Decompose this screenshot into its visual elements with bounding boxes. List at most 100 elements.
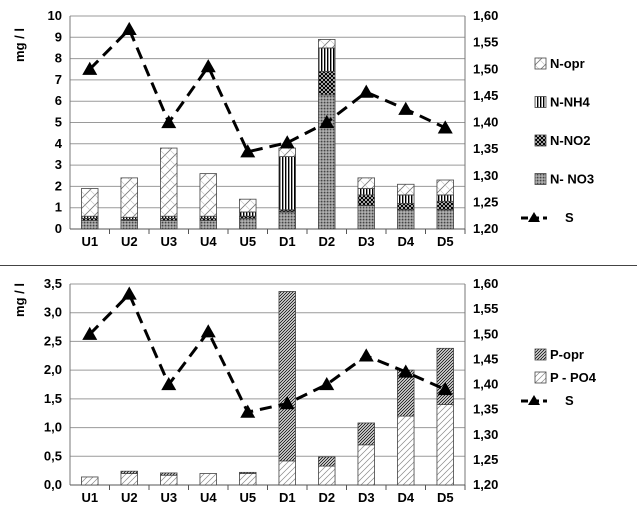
x-tick-label: D1 <box>279 490 296 505</box>
bar-segment-p-po4-d5 <box>436 404 454 486</box>
bar-segment-n-nh4-d3 <box>357 188 375 196</box>
y2-tick-label: 1,20 <box>473 477 498 492</box>
y2-tick-label: 1,55 <box>473 301 498 316</box>
bar-segment-p-po4-d4 <box>397 415 415 486</box>
y-tick-label: 3 <box>55 157 62 172</box>
bar-segment-n-opr-d5 <box>436 179 454 196</box>
y-tick-label: 5 <box>55 115 62 130</box>
y-tick-label: 0 <box>55 221 62 236</box>
y-tick-label: 10 <box>48 8 62 23</box>
x-tick-label: U1 <box>81 490 98 505</box>
legend: N-opr N-NH4 N-NO2 N- NO3 S <box>521 56 594 225</box>
marker-s-u3 <box>161 115 177 129</box>
bar-segment-p-opr-u3 <box>160 472 178 476</box>
marker-s-u2 <box>121 286 137 300</box>
y-tick-label: 8 <box>55 51 62 66</box>
marker-s-d1 <box>279 135 295 149</box>
y2-tick-label: 1,50 <box>473 326 498 341</box>
bar-segment-n-no3-u2 <box>120 220 138 230</box>
bar-segment-p-po4-u1 <box>81 476 99 486</box>
y-tick-label: 0,5 <box>44 448 62 463</box>
x-tick-label: D4 <box>397 490 414 505</box>
bar-segment-p-po4-u2 <box>120 473 138 486</box>
x-tick-label: D3 <box>358 490 375 505</box>
y-tick-label: 2,0 <box>44 362 62 377</box>
y-tick-label: 1,5 <box>44 391 62 406</box>
y2-tick-label: 1,45 <box>473 88 498 103</box>
bar-segment-p-opr-u2 <box>120 470 138 474</box>
x-tick-label: U4 <box>200 234 217 249</box>
bar-segment-n-opr-u3 <box>160 147 178 217</box>
legend-swatch <box>534 371 547 384</box>
legend-marker <box>528 395 540 405</box>
y2-tick-label: 1,60 <box>473 8 498 23</box>
series-line-s <box>88 291 446 414</box>
x-tick-label: U2 <box>121 234 138 249</box>
legend-label: N-opr <box>550 56 585 71</box>
legend-swatch <box>534 96 547 108</box>
legend-swatch <box>534 57 547 70</box>
series-line-s <box>88 26 446 154</box>
y-tick-label: 2 <box>55 178 62 193</box>
bar-segment-p-po4-d3 <box>357 444 375 486</box>
y2-tick-label: 1,60 <box>473 276 498 291</box>
bar-segment-n-no3-u1 <box>81 220 99 230</box>
marker-s-u1 <box>82 326 98 340</box>
x-tick-label: D3 <box>358 234 375 249</box>
y-tick-label: 4 <box>55 136 63 151</box>
bar-segment-p-po4-u3 <box>160 474 178 486</box>
bar-segment-n-opr-d1 <box>278 147 296 157</box>
marker-s-u4 <box>200 324 216 338</box>
marker-s-d5 <box>437 120 453 134</box>
bar-segment-p-opr-d1 <box>278 291 296 462</box>
y2-tick-label: 1,50 <box>473 61 498 76</box>
bar-segment-p-opr-d2 <box>318 456 336 467</box>
bar-segment-p-po4-d2 <box>318 465 336 486</box>
bar-segment-n-no3-d4 <box>397 209 415 230</box>
bar-segment-p-opr-d5 <box>436 347 454 406</box>
y-tick-label: 1,0 <box>44 420 62 435</box>
bar-segment-n-opr-d2 <box>318 39 336 49</box>
bar-segment-p-po4-u5 <box>239 473 257 486</box>
x-tick-label: U3 <box>160 490 177 505</box>
x-tick-label: D5 <box>437 234 454 249</box>
y2-tick-label: 1,40 <box>473 115 498 130</box>
bar-segment-n-no2-d4 <box>397 203 415 211</box>
bar-segment-n-opr-u1 <box>81 188 99 217</box>
bar-segment-n-opr-u2 <box>120 177 138 218</box>
marker-s-u5 <box>240 404 256 418</box>
bar-segment-n-nh4-u5 <box>239 211 257 217</box>
legend-label: P - PO4 <box>550 370 597 385</box>
y-axis-title: mg / l <box>12 283 27 317</box>
y-tick-label: 6 <box>55 93 62 108</box>
x-tick-label: U5 <box>239 490 256 505</box>
marker-s-u2 <box>121 21 137 35</box>
bar-segment-n-opr-d3 <box>357 177 375 189</box>
x-tick-label: D1 <box>279 234 296 249</box>
bar-segment-n-no3-u5 <box>239 217 257 230</box>
legend-label: N-NH4 <box>550 95 590 110</box>
bar-segment-n-no2-d3 <box>357 194 375 206</box>
bar-segment-n-opr-u5 <box>239 198 257 213</box>
chart-panel-2: 0,0 0,5 1,0 1,5 2,0 2,5 3,0 3,5 1,20 1,25 1,30 1,35… <box>12 276 597 505</box>
x-tick-label: U2 <box>121 490 138 505</box>
legend-label: P-opr <box>550 347 584 362</box>
bar-segment-n-no3-d3 <box>357 205 375 230</box>
y-tick-label: 3,0 <box>44 305 62 320</box>
y2-tick-label: 1,40 <box>473 377 498 392</box>
bar-segment-n-opr-d4 <box>397 183 415 196</box>
x-tick-label: D2 <box>318 490 335 505</box>
bar-segment-n-no3-u4 <box>199 220 217 230</box>
x-tick-label: D2 <box>318 234 335 249</box>
bar-segment-n-no2-d2 <box>318 70 336 96</box>
marker-s-u5 <box>240 144 256 158</box>
y-tick-label: 1 <box>55 200 62 215</box>
marker-s-d3 <box>358 84 374 98</box>
bar-segment-n-no3-d1 <box>278 211 296 230</box>
y2-tick-label: 1,25 <box>473 452 498 467</box>
y-tick-label: 0,0 <box>44 477 62 492</box>
y-axis-title: mg / l <box>12 28 27 62</box>
y2-tick-label: 1,35 <box>473 402 498 417</box>
marker-s-u3 <box>161 377 177 391</box>
x-tick-label: U3 <box>160 234 177 249</box>
